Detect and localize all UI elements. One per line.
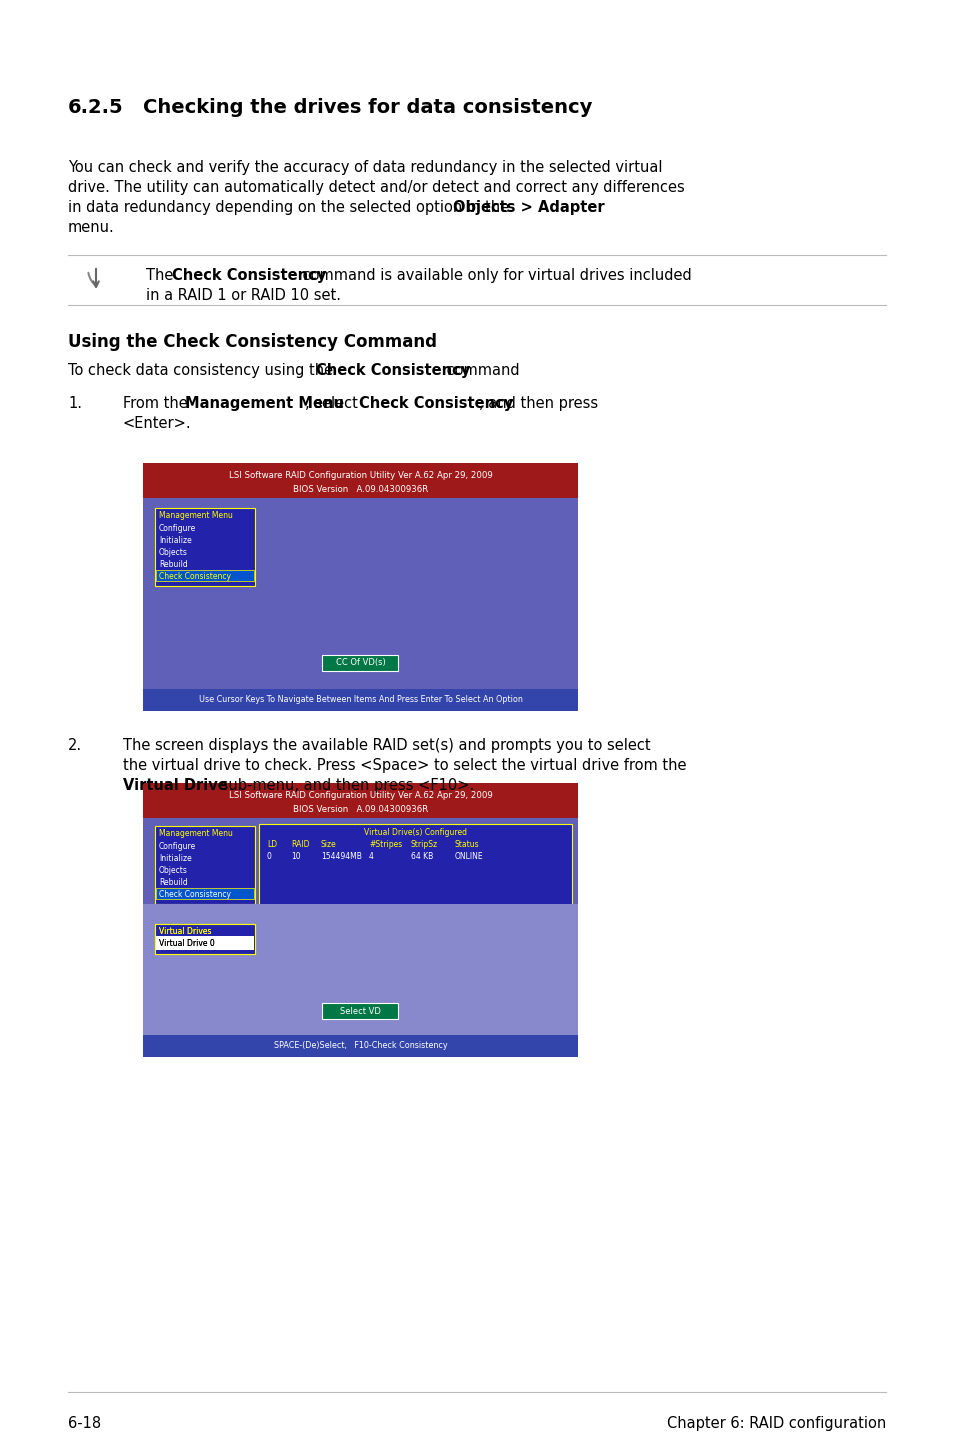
Text: drive. The utility can automatically detect and/or detect and correct any differ: drive. The utility can automatically det… xyxy=(68,180,684,196)
Text: menu.: menu. xyxy=(68,220,114,234)
Text: , select: , select xyxy=(305,395,362,411)
Bar xyxy=(156,889,253,899)
Text: Configure: Configure xyxy=(159,843,196,851)
Text: Rebuild: Rebuild xyxy=(159,559,188,569)
Text: Virtual Drives: Virtual Drives xyxy=(159,928,212,936)
Text: , and then press: , and then press xyxy=(478,395,598,411)
Text: Using the Check Consistency Command: Using the Check Consistency Command xyxy=(68,334,436,351)
Bar xyxy=(258,824,572,915)
Text: Virtual Drive(s) Configured: Virtual Drive(s) Configured xyxy=(364,828,467,837)
Text: From the: From the xyxy=(123,395,193,411)
Text: in data redundancy depending on the selected option in the: in data redundancy depending on the sele… xyxy=(68,200,514,216)
Text: 154494MB: 154494MB xyxy=(320,851,361,861)
Text: 6.2.5: 6.2.5 xyxy=(68,98,124,116)
Text: sub-menu, and then press <F10>.: sub-menu, and then press <F10>. xyxy=(215,778,474,792)
Text: the virtual drive to check. Press <Space> to select the virtual drive from the: the virtual drive to check. Press <Space… xyxy=(123,758,686,774)
Text: Use Cursor Keys To Navigate Between Items And Press Enter To Select An Option: Use Cursor Keys To Navigate Between Item… xyxy=(198,696,522,705)
Text: ONLINE: ONLINE xyxy=(455,851,483,861)
Bar xyxy=(156,936,253,951)
Text: Objects: Objects xyxy=(159,866,188,874)
Text: Virtual Drive: Virtual Drive xyxy=(123,778,228,792)
Text: Checking the drives for data consistency: Checking the drives for data consistency xyxy=(143,98,592,116)
Bar xyxy=(154,508,254,587)
Text: Virtual Drive 0: Virtual Drive 0 xyxy=(159,939,214,948)
Text: Check Consistency: Check Consistency xyxy=(159,572,231,581)
Bar xyxy=(154,825,254,905)
Text: command is available only for virtual drives included: command is available only for virtual dr… xyxy=(297,267,691,283)
Text: Select VD: Select VD xyxy=(339,1007,380,1015)
Bar xyxy=(322,654,398,672)
Text: Objects > Adapter: Objects > Adapter xyxy=(453,200,604,216)
Text: Objects: Objects xyxy=(159,548,188,557)
Text: 1.: 1. xyxy=(68,395,82,411)
Text: Management Menu: Management Menu xyxy=(159,510,233,521)
Text: SPACE-(De)Select,   F10-Check Consistency: SPACE-(De)Select, F10-Check Consistency xyxy=(274,1041,447,1051)
Text: 6-18: 6-18 xyxy=(68,1416,101,1431)
Text: BIOS Version   A.09.04300936R: BIOS Version A.09.04300936R xyxy=(293,805,428,814)
Text: Size: Size xyxy=(320,840,336,848)
Text: in a RAID 1 or RAID 10 set.: in a RAID 1 or RAID 10 set. xyxy=(146,288,340,303)
Text: Virtual Drive 0: Virtual Drive 0 xyxy=(159,939,214,948)
Text: Check Consistency: Check Consistency xyxy=(358,395,513,411)
Text: 2.: 2. xyxy=(68,738,82,754)
Text: RAID: RAID xyxy=(291,840,309,848)
Text: The: The xyxy=(146,267,178,283)
Text: Status: Status xyxy=(455,840,479,848)
Bar xyxy=(156,936,253,951)
Text: #Stripes: #Stripes xyxy=(369,840,402,848)
Text: Initialize: Initialize xyxy=(159,536,192,545)
Text: LSI Software RAID Configuration Utility Ver A.62 Apr 29, 2009: LSI Software RAID Configuration Utility … xyxy=(229,791,492,800)
Text: Check Consistency: Check Consistency xyxy=(315,362,470,378)
Text: BIOS Version   A.09.04300936R: BIOS Version A.09.04300936R xyxy=(293,485,428,495)
Text: 10: 10 xyxy=(291,851,300,861)
Bar xyxy=(143,1035,578,1057)
Text: To check data consistency using the: To check data consistency using the xyxy=(68,362,337,378)
Bar xyxy=(143,818,578,1035)
Text: <Enter>.: <Enter>. xyxy=(123,416,192,431)
Bar xyxy=(143,922,578,1035)
Text: The screen displays the available RAID set(s) and prompts you to select: The screen displays the available RAID s… xyxy=(123,738,650,754)
Text: You can check and verify the accuracy of data redundancy in the selected virtual: You can check and verify the accuracy of… xyxy=(68,160,661,175)
Text: CC Of VD(s): CC Of VD(s) xyxy=(335,659,385,667)
FancyArrowPatch shape xyxy=(89,273,96,286)
Text: 64 KB: 64 KB xyxy=(411,851,433,861)
Text: Configure: Configure xyxy=(159,523,196,533)
Text: Management Menu: Management Menu xyxy=(185,395,343,411)
Text: Rebuild: Rebuild xyxy=(159,879,188,887)
Bar xyxy=(156,569,253,581)
Text: 4: 4 xyxy=(369,851,374,861)
Text: LD: LD xyxy=(267,840,276,848)
Text: Check Consistency: Check Consistency xyxy=(172,267,326,283)
Text: Virtual Drives: Virtual Drives xyxy=(159,928,212,936)
Bar xyxy=(143,498,578,689)
Bar xyxy=(143,689,578,710)
Text: Initialize: Initialize xyxy=(159,854,192,863)
Text: LSI Software RAID Configuration Utility Ver A.62 Apr 29, 2009: LSI Software RAID Configuration Utility … xyxy=(229,472,492,480)
Bar xyxy=(143,463,578,498)
Text: StripSz: StripSz xyxy=(411,840,437,848)
Bar xyxy=(154,925,254,953)
Text: Management Menu: Management Menu xyxy=(159,828,233,838)
Text: command: command xyxy=(441,362,519,378)
Bar xyxy=(143,784,578,818)
Bar xyxy=(143,905,578,922)
Bar xyxy=(154,925,254,953)
Text: Check Consistency: Check Consistency xyxy=(159,890,231,899)
Bar xyxy=(322,1002,398,1020)
Text: 0: 0 xyxy=(267,851,272,861)
Text: Chapter 6: RAID configuration: Chapter 6: RAID configuration xyxy=(666,1416,885,1431)
